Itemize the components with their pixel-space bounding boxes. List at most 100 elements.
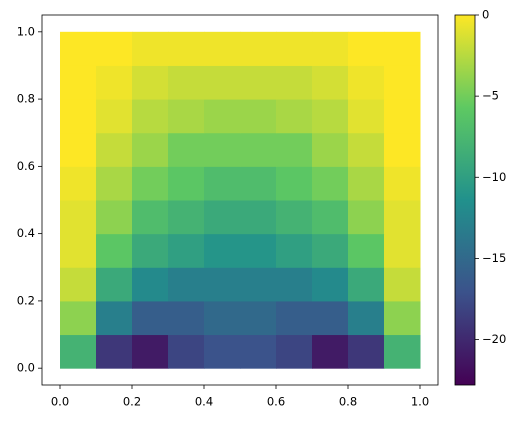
heat-cell [204,334,241,369]
heat-cell [60,31,97,66]
y-tick-label: 0.4 [17,226,35,240]
heat-cell [132,300,169,336]
heat-cell [276,334,313,369]
heat-cell [348,267,385,302]
axes-frame [41,14,439,386]
heat-cell [384,200,421,235]
heat-cell [240,267,277,302]
heat-cell [312,200,349,235]
heat-cell [60,300,97,336]
colorbar-tick-label: −10 [482,170,506,184]
heat-cell [204,233,241,268]
y-tick-label: 0.2 [17,293,35,307]
heat-cell [168,166,205,201]
heat-cell [60,267,97,302]
heat-cell [384,132,421,167]
heat-cell [204,132,241,167]
heat-cell [132,233,169,268]
heat-cell [204,31,241,66]
x-tick-label: 0.2 [123,395,141,409]
heat-cell [312,132,349,167]
heat-cell [168,99,205,134]
heat-cell [168,233,205,268]
heat-cell [276,300,313,336]
heat-cell [240,65,277,100]
heat-cell [204,99,241,134]
heat-cell [60,132,97,167]
heat-cell [384,99,421,134]
heat-cell [384,267,421,302]
heat-cell [276,267,313,302]
heat-cell [312,166,349,201]
heat-cell [132,99,169,134]
heat-cell [204,65,241,100]
heat-cell [132,132,169,167]
heat-cell [348,200,385,235]
heat-cell [240,99,277,134]
heat-cell [312,267,349,302]
x-tick-label: 0.8 [339,395,357,409]
heat-cell [348,300,385,336]
heat-cell [240,300,277,336]
heat-cell [240,200,277,235]
heat-cell [348,132,385,167]
heat-cell [276,132,313,167]
x-tick-label: 0.4 [195,395,213,409]
heat-cell [276,99,313,134]
heat-cell [384,31,421,66]
heat-cell [60,200,97,235]
heat-cell [348,166,385,201]
heat-cell [384,233,421,268]
heat-cell [204,166,241,201]
heat-cell [96,132,133,167]
heat-cell [240,31,277,66]
heat-cell [276,166,313,201]
heat-cell [132,31,169,66]
heat-cell [60,65,97,100]
heat-cell [348,233,385,268]
heat-cell [168,300,205,336]
heat-cell [96,200,133,235]
colorbar-tick-label: −5 [482,89,499,103]
heat-cell [276,65,313,100]
heat-cell [384,65,421,100]
heat-cell [168,200,205,235]
colorbar-tick-label: −15 [482,251,506,265]
heat-cell [96,267,133,302]
heat-cell [132,267,169,302]
y-tick-label: 0.6 [17,159,35,173]
heat-cell [204,200,241,235]
heat-cell [60,334,97,369]
heat-cell [96,300,133,336]
x-tick-label: 1.0 [411,395,429,409]
heat-cell [96,65,133,100]
heat-cell [312,233,349,268]
heat-cell [240,132,277,167]
heat-cell [240,166,277,201]
y-tick-label: 1.0 [17,24,35,38]
heat-cell [348,99,385,134]
heat-cell [96,31,133,66]
heat-cell [384,334,421,369]
heat-cell [312,334,349,369]
heat-cell [312,65,349,100]
heat-cell [96,99,133,134]
heat-cell [132,65,169,100]
heat-cell [276,200,313,235]
x-tick-label: 0.6 [267,395,285,409]
heat-cell [276,31,313,66]
heat-cell [240,233,277,268]
heat-cell [96,166,133,201]
heat-cell [348,65,385,100]
heat-cell [204,300,241,336]
heat-cell [168,31,205,66]
heat-cell [60,233,97,268]
heat-cell [132,200,169,235]
heat-cell [168,334,205,369]
heat-cell [312,31,349,66]
heat-cell [348,31,385,66]
x-tick-label: 0.0 [51,395,69,409]
heat-cell [204,267,241,302]
heat-cell [132,334,169,369]
